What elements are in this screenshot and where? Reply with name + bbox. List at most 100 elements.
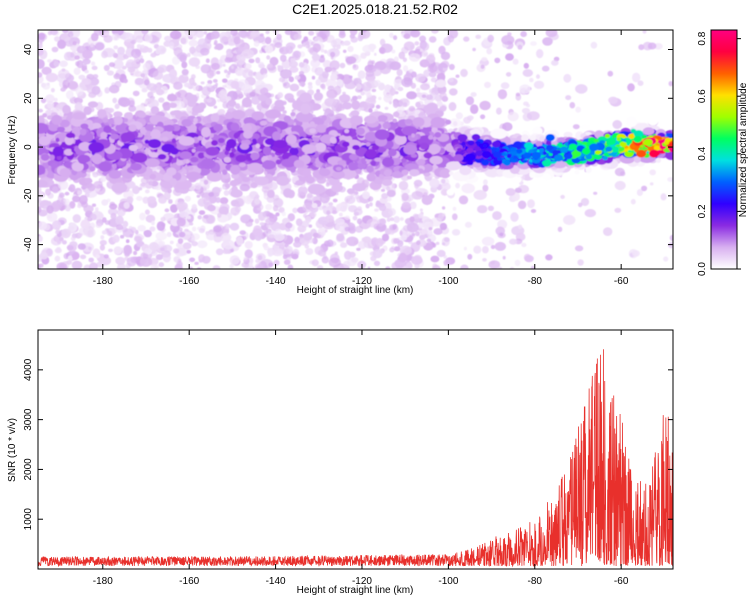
heatmap-cell bbox=[293, 33, 302, 41]
heatmap-cell bbox=[162, 73, 176, 83]
heatmap-cell bbox=[262, 73, 268, 78]
heatmap-cell bbox=[197, 215, 202, 220]
heatmap-cell bbox=[430, 217, 443, 227]
heatmap-cell bbox=[265, 30, 270, 35]
heatmap-cell bbox=[177, 89, 188, 99]
heatmap-cell bbox=[272, 194, 280, 201]
heatmap-cell bbox=[144, 209, 150, 215]
heatmap-cell bbox=[436, 249, 446, 258]
heatmap-cell bbox=[193, 52, 200, 57]
heatmap-cell bbox=[145, 214, 156, 223]
heatmap-cell bbox=[117, 46, 125, 55]
heatmap-cell bbox=[177, 238, 184, 245]
heatmap-cell bbox=[373, 80, 381, 87]
heatmap-cell bbox=[195, 65, 200, 69]
heatmap-cell bbox=[132, 90, 140, 97]
heatmap-cell bbox=[357, 95, 362, 100]
heatmap-cell bbox=[463, 36, 470, 42]
heatmap-cell bbox=[269, 56, 279, 66]
heatmap-cell bbox=[614, 180, 626, 191]
heatmap-cell bbox=[89, 213, 97, 221]
heatmap-cell bbox=[144, 101, 148, 105]
heatmap-cell bbox=[393, 111, 400, 118]
heatmap-cell bbox=[244, 249, 253, 259]
heatmap-cell bbox=[338, 31, 346, 39]
heatmap-cell bbox=[632, 72, 641, 83]
heatmap-cell bbox=[373, 260, 381, 266]
heatmap-cell bbox=[244, 241, 253, 249]
heatmap-cell bbox=[366, 218, 379, 228]
heatmap-cell bbox=[371, 95, 377, 100]
heatmap-cell bbox=[482, 246, 489, 254]
heatmap-cell bbox=[45, 188, 51, 196]
heatmap-cell bbox=[603, 227, 613, 237]
heatmap-cell bbox=[389, 87, 396, 96]
heatmap-cell bbox=[482, 184, 489, 192]
heatmap-cell bbox=[527, 199, 535, 209]
heatmap-cell bbox=[307, 84, 313, 90]
heatmap-cell bbox=[160, 216, 166, 222]
heatmap-cell bbox=[409, 201, 417, 210]
heatmap-cell bbox=[326, 239, 334, 247]
heatmap-cell bbox=[560, 194, 565, 199]
heatmap-cell bbox=[133, 57, 140, 62]
heatmap-cell bbox=[334, 251, 338, 255]
heatmap-cell bbox=[360, 91, 365, 96]
heatmap-cell bbox=[140, 44, 145, 49]
heatmap-cell bbox=[352, 215, 358, 221]
heatmap-cell bbox=[569, 102, 576, 109]
heatmap-cell bbox=[38, 72, 43, 78]
heatmap-cell bbox=[451, 229, 461, 236]
heatmap-cell bbox=[298, 71, 305, 76]
heatmap-cell bbox=[212, 84, 218, 89]
heatmap-cell bbox=[149, 242, 159, 251]
heatmap-cell bbox=[521, 107, 531, 114]
heatmap-cell bbox=[452, 213, 458, 221]
heatmap-cell bbox=[614, 167, 625, 177]
heatmap-cell bbox=[447, 35, 455, 43]
heatmap-cell bbox=[189, 257, 196, 263]
heatmap-cell bbox=[332, 198, 338, 203]
heatmap-cell bbox=[157, 64, 168, 74]
heatmap-cell bbox=[176, 217, 186, 227]
heatmap-cell bbox=[279, 47, 284, 53]
heatmap-cell bbox=[91, 203, 97, 207]
heatmap-cell bbox=[191, 204, 197, 210]
heatmap-cell bbox=[398, 180, 409, 191]
heatmap-cell bbox=[311, 75, 316, 80]
heatmap-cell bbox=[368, 43, 377, 51]
heatmap-cell bbox=[465, 96, 475, 106]
heatmap-cell bbox=[530, 41, 537, 46]
heatmap-cell bbox=[347, 45, 354, 53]
heatmap-cell bbox=[421, 94, 427, 98]
heatmap-cell bbox=[421, 195, 433, 206]
heatmap-cell bbox=[282, 81, 291, 89]
heatmap-cell bbox=[480, 114, 486, 120]
heatmap-cell bbox=[158, 262, 165, 268]
heatmap-cell bbox=[551, 59, 559, 66]
heatmap-cell bbox=[191, 241, 198, 247]
heatmap-cell bbox=[384, 106, 389, 110]
heatmap-cell bbox=[403, 41, 415, 51]
heatmap-cell bbox=[170, 204, 178, 213]
heatmap-cell bbox=[277, 65, 282, 69]
heatmap-cell bbox=[134, 71, 143, 77]
heatmap-cell bbox=[245, 220, 253, 227]
heatmap-cell bbox=[326, 210, 331, 215]
heatmap-cell bbox=[260, 108, 267, 114]
heatmap-cell bbox=[95, 254, 101, 259]
heatmap-cell bbox=[56, 262, 68, 269]
heatmap-cell bbox=[45, 94, 55, 103]
heatmap-cell bbox=[181, 68, 189, 76]
heatmap-cell bbox=[71, 252, 80, 260]
heatmap-cell bbox=[472, 47, 476, 52]
heatmap-cell bbox=[526, 111, 540, 121]
heatmap-cell bbox=[186, 30, 195, 38]
heatmap-cell bbox=[150, 52, 157, 58]
heatmap-cell bbox=[483, 179, 488, 186]
heatmap-cell bbox=[441, 242, 446, 246]
heatmap-cell bbox=[227, 100, 237, 107]
heatmap-cell bbox=[636, 189, 644, 196]
heatmap-cell bbox=[335, 107, 342, 112]
heatmap-cell bbox=[169, 30, 182, 40]
